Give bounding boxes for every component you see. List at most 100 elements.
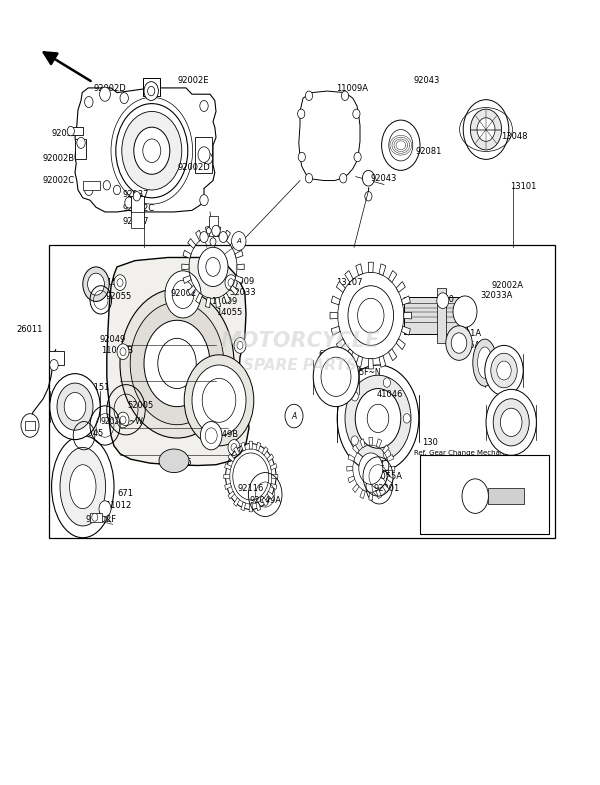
Polygon shape bbox=[183, 276, 191, 283]
Circle shape bbox=[114, 275, 126, 290]
Text: 92002E: 92002E bbox=[177, 76, 209, 86]
Circle shape bbox=[225, 275, 237, 290]
Circle shape bbox=[165, 271, 201, 318]
Circle shape bbox=[451, 333, 467, 353]
Text: 11009: 11009 bbox=[211, 297, 238, 306]
Bar bbox=[25, 421, 35, 430]
Circle shape bbox=[200, 422, 222, 450]
Circle shape bbox=[486, 389, 536, 455]
Text: 130: 130 bbox=[422, 438, 437, 447]
Polygon shape bbox=[396, 338, 405, 349]
Text: 671: 671 bbox=[117, 489, 133, 498]
Polygon shape bbox=[360, 490, 365, 498]
Circle shape bbox=[57, 383, 93, 430]
Polygon shape bbox=[271, 463, 277, 469]
Bar bbox=[49, 351, 64, 365]
Circle shape bbox=[359, 453, 383, 484]
Text: 92116A: 92116A bbox=[449, 341, 481, 350]
Polygon shape bbox=[401, 296, 410, 305]
Text: 92002C: 92002C bbox=[42, 176, 74, 185]
Polygon shape bbox=[348, 476, 355, 483]
Text: 671A: 671A bbox=[318, 349, 340, 359]
Polygon shape bbox=[382, 484, 389, 492]
Circle shape bbox=[340, 173, 347, 183]
Polygon shape bbox=[337, 338, 346, 349]
Circle shape bbox=[389, 130, 413, 161]
Text: 13101: 13101 bbox=[510, 182, 536, 192]
Text: 92049: 92049 bbox=[99, 334, 125, 344]
Polygon shape bbox=[347, 466, 353, 471]
Circle shape bbox=[120, 93, 128, 104]
Polygon shape bbox=[267, 491, 274, 499]
Text: 11009B: 11009B bbox=[101, 346, 133, 356]
Text: 92043: 92043 bbox=[414, 76, 440, 86]
Circle shape bbox=[120, 289, 234, 438]
Text: 82066: 82066 bbox=[165, 458, 191, 467]
Circle shape bbox=[117, 412, 129, 428]
Circle shape bbox=[348, 286, 394, 345]
Polygon shape bbox=[237, 264, 244, 270]
Text: 92043: 92043 bbox=[370, 174, 397, 184]
Circle shape bbox=[120, 416, 126, 424]
Circle shape bbox=[204, 153, 212, 164]
Polygon shape bbox=[271, 484, 277, 490]
Circle shape bbox=[117, 344, 129, 360]
Text: 92025/A~E: 92025/A~E bbox=[486, 415, 529, 425]
Bar bbox=[143, 78, 160, 96]
Polygon shape bbox=[379, 264, 386, 276]
Polygon shape bbox=[348, 455, 355, 462]
Polygon shape bbox=[215, 226, 221, 236]
Polygon shape bbox=[345, 349, 353, 360]
Circle shape bbox=[298, 152, 305, 162]
Polygon shape bbox=[235, 276, 243, 283]
Ellipse shape bbox=[70, 465, 96, 509]
Circle shape bbox=[133, 192, 140, 201]
Circle shape bbox=[202, 378, 236, 422]
Circle shape bbox=[184, 355, 254, 446]
Circle shape bbox=[210, 238, 216, 246]
Text: 52005: 52005 bbox=[128, 401, 154, 411]
Text: 92004: 92004 bbox=[480, 487, 506, 497]
Circle shape bbox=[130, 302, 224, 425]
Circle shape bbox=[148, 86, 155, 96]
Polygon shape bbox=[228, 454, 235, 462]
Polygon shape bbox=[224, 463, 231, 469]
Circle shape bbox=[383, 450, 391, 459]
Circle shape bbox=[232, 232, 246, 250]
Polygon shape bbox=[337, 282, 346, 293]
Polygon shape bbox=[196, 230, 202, 241]
Polygon shape bbox=[183, 250, 191, 258]
Text: 32033A: 32033A bbox=[480, 291, 512, 301]
Circle shape bbox=[285, 404, 303, 428]
Text: 26011: 26011 bbox=[17, 325, 43, 334]
Circle shape bbox=[85, 184, 93, 195]
Circle shape bbox=[403, 414, 410, 423]
Polygon shape bbox=[356, 356, 362, 367]
Text: 13101A: 13101A bbox=[449, 329, 481, 338]
Text: 92116: 92116 bbox=[237, 484, 263, 493]
Text: 92002C: 92002C bbox=[123, 203, 155, 213]
Text: A: A bbox=[236, 238, 241, 244]
Circle shape bbox=[345, 375, 411, 462]
Polygon shape bbox=[224, 293, 230, 304]
Text: 92002: 92002 bbox=[171, 289, 197, 298]
Text: A: A bbox=[292, 411, 296, 421]
Circle shape bbox=[143, 139, 161, 162]
Polygon shape bbox=[235, 250, 243, 258]
Ellipse shape bbox=[478, 347, 492, 378]
Polygon shape bbox=[331, 296, 340, 305]
Polygon shape bbox=[182, 264, 189, 270]
Polygon shape bbox=[330, 312, 338, 319]
Circle shape bbox=[362, 170, 374, 186]
Circle shape bbox=[206, 257, 220, 276]
Bar bbox=[420, 455, 549, 534]
Ellipse shape bbox=[159, 449, 189, 473]
Polygon shape bbox=[224, 230, 230, 241]
Circle shape bbox=[100, 87, 110, 101]
Text: 92055: 92055 bbox=[105, 292, 131, 301]
Polygon shape bbox=[230, 286, 238, 295]
Circle shape bbox=[50, 374, 100, 440]
Circle shape bbox=[367, 404, 389, 433]
Circle shape bbox=[200, 195, 208, 206]
Text: 92045: 92045 bbox=[78, 429, 104, 438]
